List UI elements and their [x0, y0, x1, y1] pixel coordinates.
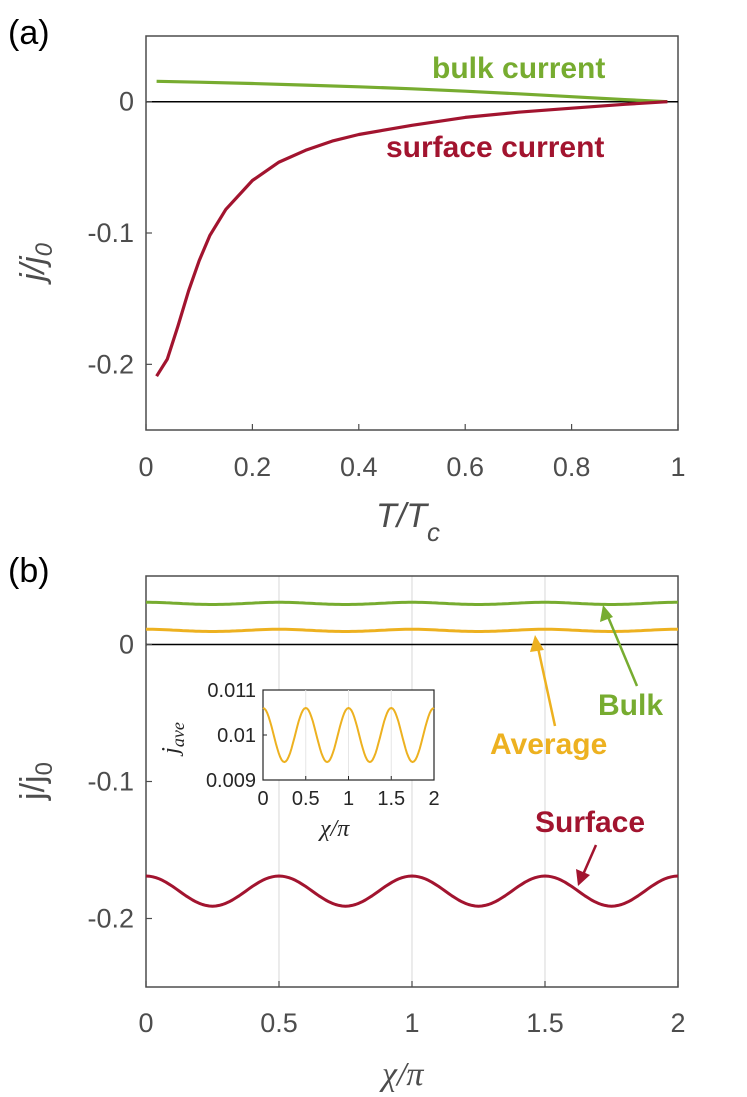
inset-ylabel: jave — [158, 722, 188, 757]
panel-b-ytick-label: -0.2 — [87, 904, 134, 934]
panel-b-ylabel: j/j0 — [14, 762, 58, 801]
panel-b-xtick-label: 0.5 — [260, 1008, 298, 1038]
inset-plot: 0 0.5 1 1.5 2 0.011 0.01 0.009 — [206, 680, 440, 810]
inset-xtick-label: 2 — [428, 788, 439, 810]
panel-a-xtick-label: 0.2 — [234, 452, 272, 482]
panel-b-xtick-label: 0 — [138, 1008, 153, 1038]
inset-series-line — [262, 706, 435, 764]
surface-label: Surface — [535, 806, 645, 839]
panel-a-ytick-label: 0 — [119, 87, 134, 117]
panel-a-xtick-label: 0 — [138, 452, 153, 482]
panel-a-series-1 — [155, 100, 668, 378]
inset-ytick-label: 0.011 — [207, 680, 256, 702]
panel-a-plot: 0 0.2 0.4 0.6 0.8 1 0 -0.1 -0.2 — [87, 35, 686, 482]
panel-a-ylabel-sub: 0 — [31, 242, 58, 256]
panel-a-xlabel-sub: c — [427, 517, 440, 547]
inset-xtick-label: 0.5 — [292, 788, 320, 810]
panel-a-ytick-label: -0.2 — [87, 349, 134, 379]
inset-xtick-label: 1.5 — [377, 788, 405, 810]
panel-b-ylabel-main: j/j — [14, 775, 52, 801]
panel-b-xtick-label: 1 — [404, 1008, 419, 1038]
panel-b-series-surface — [145, 874, 679, 908]
panel-a-xlabel: T/Tc — [376, 497, 440, 547]
panel-a-xtick-label: 0.8 — [553, 452, 591, 482]
panel-a-ylabel: j/j0 — [14, 242, 58, 285]
inset-ylabel-sub: ave — [168, 722, 188, 747]
panel-a-ytick-label: -0.1 — [87, 218, 134, 248]
panel-b-plot: 0 0.5 1 1.5 2 0 -0.1 -0.2 — [87, 575, 686, 1038]
surface-current-label: surface current — [386, 131, 604, 164]
panel-a-ylabel-main: j/j — [14, 255, 52, 285]
inset-ytick-label: 0.01 — [217, 725, 256, 747]
bulk-current-label: bulk current — [432, 52, 605, 85]
inset-xlabel: χ/π — [318, 816, 350, 842]
inset-ylabel-main: j — [158, 747, 184, 757]
panel-b-ytick-label: 0 — [119, 630, 134, 660]
panel-b-xlabel: χ/π — [379, 1056, 424, 1093]
panel-b-label: (b) — [8, 552, 50, 590]
panel-b-series-bulk — [146, 600, 678, 606]
panel-a-series-0 — [156, 79, 668, 104]
panel-b-ytick-label: -0.1 — [87, 767, 134, 797]
inset-ytick-label: 0.009 — [206, 770, 256, 792]
panel-a-xtick-label: 0.6 — [446, 452, 484, 482]
panel-a-xlabel-main: T/T — [376, 497, 429, 535]
average-label: Average — [490, 728, 607, 761]
panel-a-xtick-label: 1 — [670, 452, 685, 482]
inset-xtick-label: 1 — [343, 788, 354, 810]
panel-b-xtick-label: 1.5 — [526, 1008, 564, 1038]
bulk-label: Bulk — [598, 689, 663, 722]
panel-a-xtick-label: 0.4 — [340, 452, 378, 482]
inset-xtick-label: 0 — [257, 788, 268, 810]
panel-b-ylabel-sub: 0 — [31, 762, 58, 775]
panel-b-xtick-label: 2 — [670, 1008, 685, 1038]
average-arrow — [530, 635, 557, 727]
surface-arrow — [576, 844, 598, 886]
panel-a-axes-box — [145, 35, 679, 431]
panel-a-label: (a) — [8, 14, 50, 52]
bulk-arrow — [600, 605, 639, 687]
panel-b-series-average — [146, 627, 678, 633]
